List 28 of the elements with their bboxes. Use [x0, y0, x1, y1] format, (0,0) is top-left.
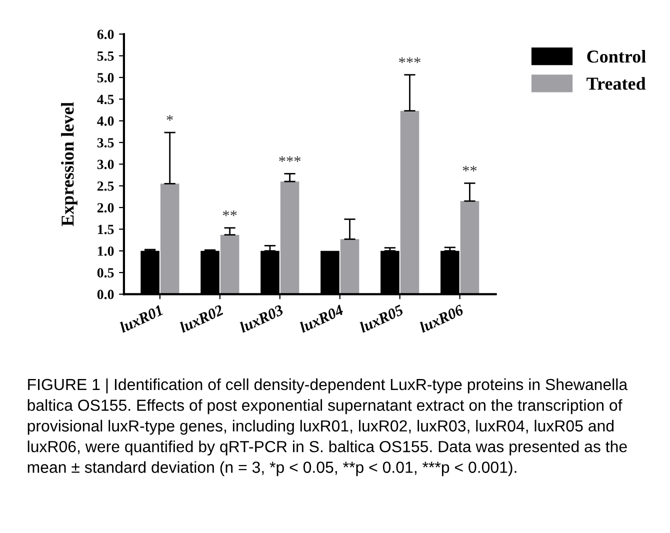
y-tick-label: 3.0 [97, 160, 114, 170]
bar [280, 182, 300, 294]
y-tick-label: 5.0 [97, 73, 114, 82]
annotation: *** [399, 57, 420, 64]
bar [400, 110, 420, 294]
y-tick-label: 4.0 [97, 116, 114, 126]
y-tick-label: 4.5 [97, 94, 114, 104]
annotation: ** [462, 166, 477, 172]
legend-label: Control [587, 50, 646, 63]
y-tick-label: 2.0 [97, 203, 114, 213]
y-tick-label: 1.5 [98, 224, 114, 234]
y-tick-label: 0.0 [97, 290, 114, 300]
annotation: * [166, 115, 173, 121]
y-tick-label: 1.0 [98, 246, 114, 256]
y-axis-title: Expression level [61, 102, 78, 226]
annotation: ** [222, 210, 237, 216]
y-tick-label: 5.5 [97, 52, 114, 61]
y-tick-label: 3.5 [97, 138, 114, 148]
bar [160, 184, 180, 294]
annotation: *** [279, 156, 301, 162]
bar [460, 201, 480, 294]
y-tick-label: 6.0 [97, 30, 114, 40]
caption: FIGURE 1 | Identification of cell density-dependent LuxR-type proteins in Shewanella baltica OS155. Effects of post exponential supernatant extract on the transcription of provisional luxR-type genes, including luxR01, luxR02, luxR03, luxR04, luxR05 and luxR06, were quantified by qRT-PCR in S. baltica OS155. Data was presented as the mean ± standard deviation (n = 3, *p < 0.05, **p < 0.01, ***p < 0.001). [28, 378, 628, 476]
legend-label: Treated [586, 77, 646, 90]
y-tick-label: 0.5 [97, 268, 114, 278]
bar [340, 239, 360, 294]
bar [220, 234, 240, 294]
y-tick-label: 2.5 [97, 181, 114, 191]
